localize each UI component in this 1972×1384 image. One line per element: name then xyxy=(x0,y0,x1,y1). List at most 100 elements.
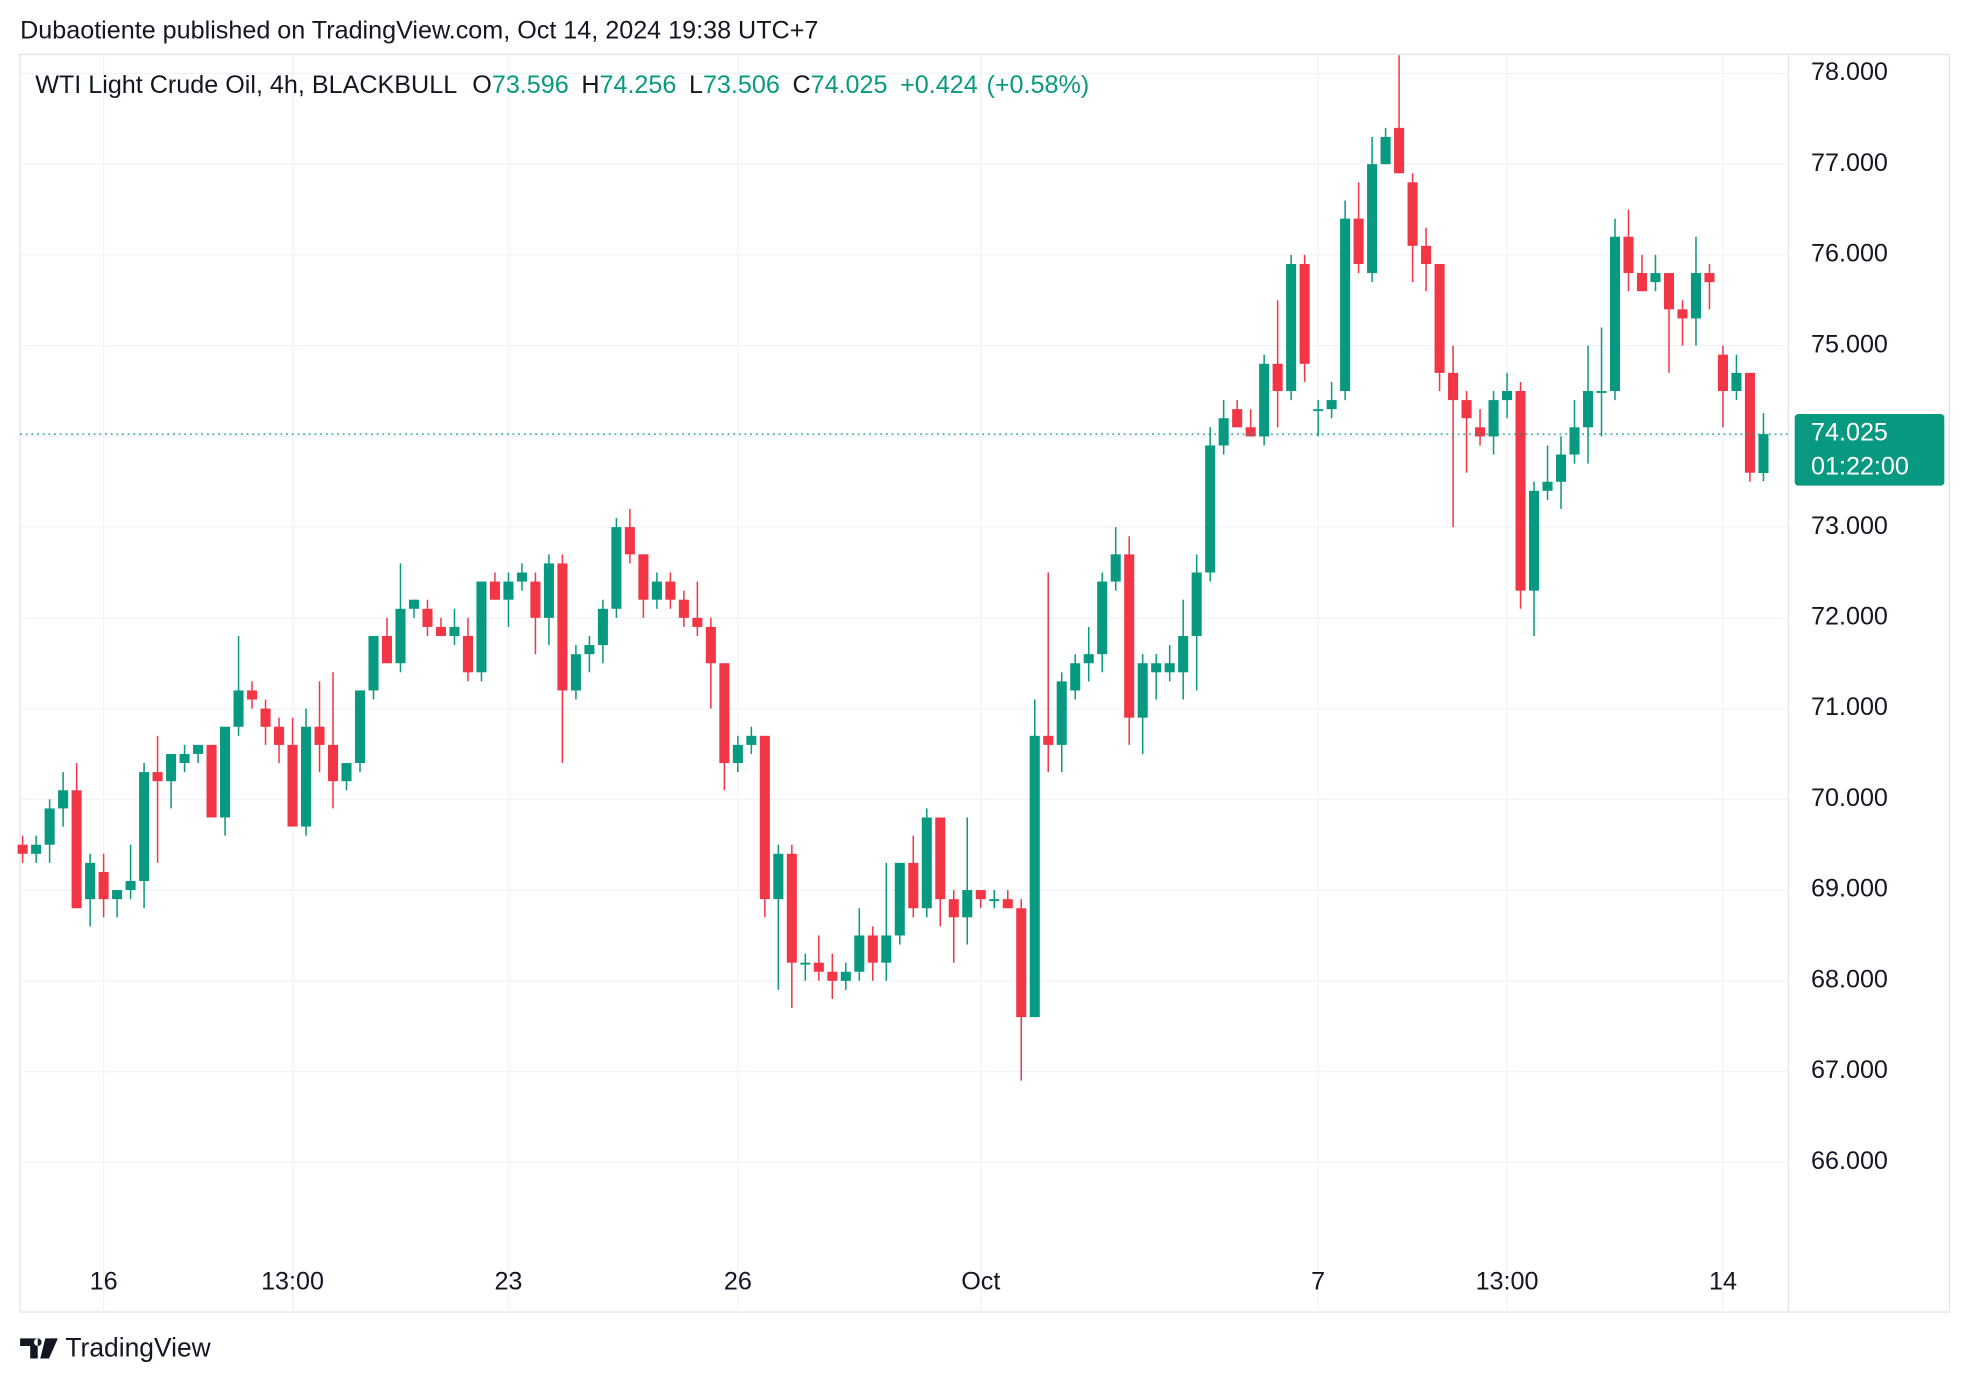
candle-body xyxy=(1313,409,1324,412)
candle-body xyxy=(1353,218,1364,264)
candle-body xyxy=(152,772,163,782)
candle-body xyxy=(867,935,878,963)
candle-body xyxy=(1650,273,1661,283)
candle-body xyxy=(935,817,946,900)
y-tick-label: 76.000 xyxy=(1811,240,1888,268)
ohlc-key: C xyxy=(792,70,810,98)
candle-body xyxy=(139,772,150,882)
candle-body xyxy=(408,599,420,609)
last-price-label: 74.025 xyxy=(1811,419,1888,447)
candle-body xyxy=(1555,454,1567,482)
x-tick-label: 13:00 xyxy=(261,1268,324,1296)
candle-body xyxy=(166,753,177,782)
grid xyxy=(20,54,1789,1313)
candle-body xyxy=(1502,391,1513,401)
candle-body xyxy=(1002,899,1013,909)
y-tick-label: 77.000 xyxy=(1811,149,1888,177)
candle-body xyxy=(381,636,393,664)
candle-body xyxy=(1367,164,1378,274)
candle-body xyxy=(1582,391,1594,428)
y-tick-label: 75.000 xyxy=(1811,330,1888,358)
candle-body xyxy=(921,817,932,909)
candle-body xyxy=(489,581,500,600)
y-tick-label: 73.000 xyxy=(1811,512,1888,540)
chart-frame xyxy=(19,53,1950,1313)
candle-body xyxy=(1178,636,1189,673)
candle-body xyxy=(233,690,244,727)
candle-body xyxy=(287,744,298,827)
ohlc-value: 74.256 xyxy=(599,70,676,98)
x-tick-label: 23 xyxy=(494,1268,522,1296)
candle-body xyxy=(1448,372,1459,401)
candle-body xyxy=(112,890,123,900)
candle-body xyxy=(1191,572,1202,637)
candle-body xyxy=(341,763,352,782)
candle-body xyxy=(665,581,676,600)
legend: WTI Light Crude Oil, 4h, BLACKBULL O73.59… xyxy=(35,70,1089,98)
candle-body xyxy=(1434,263,1445,373)
candle-body xyxy=(746,735,757,745)
ohlc-value: 74.025 xyxy=(811,70,888,98)
candle-body xyxy=(827,971,838,981)
countdown-label: 01:22:00 xyxy=(1811,453,1909,481)
candle-body xyxy=(813,962,824,972)
candle-body xyxy=(881,935,892,963)
candle-body xyxy=(1690,273,1702,319)
candle-body xyxy=(773,853,784,900)
candle-body xyxy=(85,862,96,900)
candle-body xyxy=(314,726,325,745)
y-tick-label: 69.000 xyxy=(1811,875,1888,903)
x-tick-label: 16 xyxy=(90,1268,118,1296)
candle-body xyxy=(476,581,487,673)
candle-body xyxy=(719,663,730,764)
candle-body xyxy=(1758,434,1769,474)
y-tick-label: 67.000 xyxy=(1811,1056,1888,1084)
candle-body xyxy=(1070,663,1081,691)
candle-body xyxy=(1488,400,1499,437)
ohlc-key: H xyxy=(581,70,599,98)
candle-body xyxy=(1245,427,1256,437)
candle-body xyxy=(597,608,608,646)
candle-body xyxy=(449,626,460,637)
candle-body xyxy=(570,654,581,691)
candle-body xyxy=(732,744,743,764)
candle-body xyxy=(354,690,366,764)
y-tick-label: 66.000 xyxy=(1811,1147,1888,1175)
candle-body xyxy=(1529,490,1540,591)
candle-body xyxy=(705,626,716,664)
candle-body xyxy=(1299,263,1310,364)
y-tick-label: 70.000 xyxy=(1811,784,1888,812)
candle-body xyxy=(800,962,811,965)
candle-body xyxy=(1731,372,1742,392)
legend-title: WTI Light Crude Oil, 4h, BLACKBULL xyxy=(35,70,457,98)
candle-body xyxy=(1056,681,1067,745)
candle-body xyxy=(908,862,919,909)
change: +0.424 xyxy=(900,70,978,98)
candle-body xyxy=(1380,136,1391,165)
candle-body xyxy=(1232,409,1243,428)
candle-body xyxy=(948,899,959,918)
brand-logo: TradingView xyxy=(20,1333,212,1363)
candle-body xyxy=(1218,418,1229,446)
candle-body xyxy=(1124,554,1135,718)
candle-body xyxy=(1704,273,1715,283)
candle-body xyxy=(220,726,231,818)
y-tick-label: 68.000 xyxy=(1811,965,1888,993)
attribution: Dubaotiente published on TradingView.com… xyxy=(20,16,818,44)
x-tick-label: 7 xyxy=(1311,1268,1325,1296)
candle-body xyxy=(1137,663,1148,718)
y-tick-label: 71.000 xyxy=(1811,693,1888,721)
candle-body xyxy=(530,581,541,618)
candle-body xyxy=(462,636,473,673)
candle-body xyxy=(58,790,69,809)
ohlc-key: O xyxy=(472,70,492,98)
candle-body xyxy=(98,871,109,900)
candle-body xyxy=(1272,363,1283,392)
candle-body xyxy=(71,790,82,909)
candle-body xyxy=(260,708,271,727)
candle-body xyxy=(125,881,136,891)
candle-body xyxy=(1286,263,1297,392)
candle-body xyxy=(759,735,770,900)
candle-body xyxy=(1609,236,1621,392)
